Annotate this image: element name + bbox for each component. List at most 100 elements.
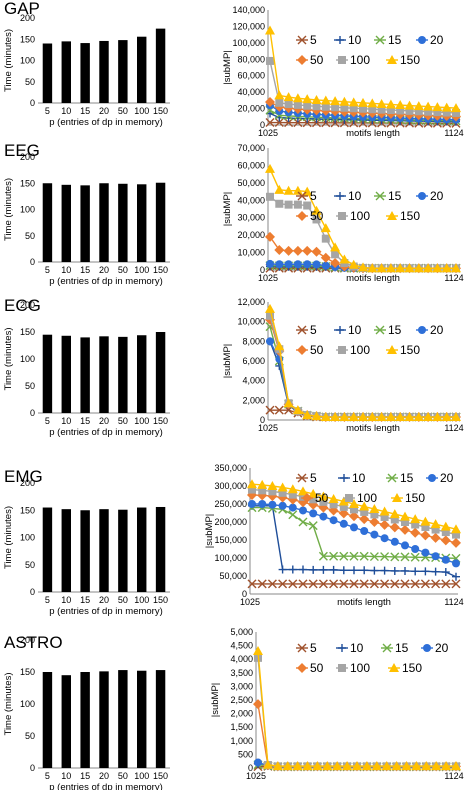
legend-marker — [375, 325, 385, 335]
data-point — [451, 412, 461, 422]
data-point — [441, 263, 452, 273]
x-tick-label: 10 — [61, 106, 71, 116]
data-point — [423, 412, 434, 422]
data-point — [330, 258, 341, 269]
data-point — [293, 260, 302, 269]
data-point — [411, 545, 420, 553]
data-point — [377, 105, 386, 114]
legend-item: 100 — [336, 343, 370, 357]
data-point — [283, 185, 294, 195]
data-point — [257, 579, 267, 589]
data-point — [284, 118, 294, 128]
data-point — [358, 262, 368, 272]
data-point — [390, 552, 400, 562]
data-point — [361, 761, 372, 771]
bar — [137, 670, 147, 768]
series-150 — [265, 163, 461, 273]
bar — [118, 336, 128, 413]
legend-marker — [297, 35, 307, 45]
data-point — [411, 520, 420, 529]
data-point — [330, 412, 341, 422]
data-point — [247, 579, 257, 589]
legend-item: 10 — [334, 323, 362, 337]
legend-marker — [387, 473, 397, 483]
x-tick-label: 1124 — [444, 771, 463, 781]
data-point — [431, 761, 442, 771]
legend-marker — [428, 474, 436, 482]
data-point — [321, 102, 330, 111]
x-tick-label: 1025 — [258, 128, 278, 138]
y-tick-label: 2,500 — [230, 695, 253, 705]
legend: 5 10 15 20 50 100 150 — [296, 189, 444, 223]
legend-marker — [375, 35, 385, 45]
legend-item: 15 — [386, 471, 414, 485]
data-point — [431, 579, 441, 589]
legend-marker — [338, 346, 346, 354]
data-point — [440, 535, 451, 546]
data-point — [396, 106, 405, 115]
legend: 5 10 15 20 50 100 150 — [296, 33, 444, 67]
y-tick-label: 0 — [30, 408, 35, 418]
data-point — [329, 565, 338, 574]
line-chart-emg: 0 50,000 100,000 150,000 200,000 250,000 300,0… — [204, 463, 464, 608]
x-tick-label: 5 — [45, 595, 50, 605]
data-point — [277, 482, 288, 492]
x-tick-label: 10 — [61, 265, 71, 275]
data-point — [303, 101, 312, 110]
y-tick-label: 0 — [260, 265, 265, 275]
legend-marker — [297, 473, 307, 483]
data-point — [287, 484, 298, 494]
data-point — [298, 579, 308, 589]
data-point — [265, 25, 275, 35]
data-point — [268, 487, 277, 496]
data-point — [413, 101, 424, 111]
series-10 — [248, 501, 460, 581]
y-tick-label: 0 — [30, 587, 35, 597]
y-tick-label: 200,000 — [214, 517, 247, 527]
data-point — [359, 501, 370, 511]
data-point — [320, 412, 331, 422]
data-point — [303, 260, 312, 269]
y-tick-label: 30,000 — [237, 213, 265, 223]
x-tick-label: 150 — [153, 771, 168, 781]
x-tick-label: 1124 — [444, 128, 463, 138]
data-point — [451, 263, 461, 273]
y-tick-label: 0 — [260, 120, 265, 130]
data-point — [423, 263, 434, 273]
data-point — [358, 412, 368, 422]
data-point — [253, 699, 263, 710]
bar — [99, 183, 109, 262]
x-tick-label: 1124 — [444, 273, 463, 283]
x-tick-label: 1025 — [258, 423, 278, 433]
legend-item: 15 — [374, 189, 402, 203]
data-point — [414, 107, 423, 116]
x-tick-label: 1124 — [444, 423, 463, 433]
data-point — [421, 523, 430, 532]
y-tick-label: 6,000 — [242, 356, 265, 366]
data-point — [253, 646, 263, 656]
bar — [61, 675, 71, 768]
data-point — [332, 761, 343, 771]
data-point — [339, 412, 350, 422]
bar — [137, 184, 147, 262]
legend-label: 50 — [310, 53, 324, 67]
legend-label: 20 — [440, 471, 454, 485]
legend-label: 10 — [348, 189, 362, 203]
data-point — [302, 245, 313, 256]
y-tick-label: 20,000 — [237, 104, 265, 114]
legend-label: 10 — [350, 641, 364, 655]
legend-marker — [418, 36, 426, 44]
x-tick-label: 15 — [80, 595, 90, 605]
legend-label: 15 — [388, 189, 402, 203]
legend-label: 150 — [400, 209, 420, 223]
x-tick-label: 5 — [45, 265, 50, 275]
data-point — [432, 263, 443, 273]
bar — [80, 672, 90, 768]
legend-marker — [338, 644, 346, 652]
series-line — [269, 326, 456, 418]
data-point — [274, 184, 285, 194]
data-point — [360, 527, 369, 535]
y-tick-label: 70,000 — [237, 143, 265, 153]
y-tick-label: 1,000 — [230, 736, 253, 746]
data-point — [451, 524, 461, 534]
